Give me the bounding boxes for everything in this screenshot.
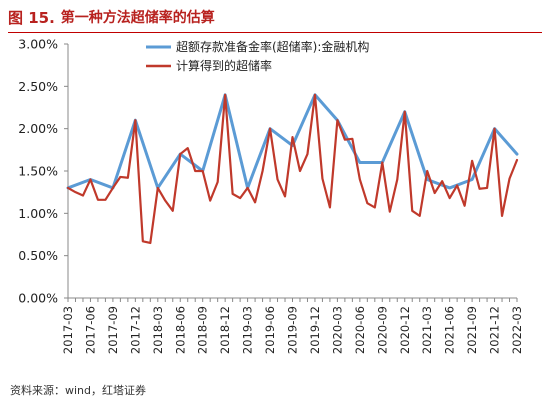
figure-title: 第一种方法超储率的估算 — [60, 10, 215, 26]
x-tick-label: 2017-09 — [106, 306, 120, 354]
figure-label: 图 15. — [8, 8, 55, 27]
x-tick-label: 2018-06 — [173, 306, 187, 354]
x-tick-label: 2019-12 — [308, 306, 322, 354]
y-tick-label: 2.00% — [18, 121, 58, 136]
series-layer — [66, 93, 519, 245]
x-tick-label: 2020-12 — [398, 306, 412, 354]
x-tick-label: 2018-12 — [218, 306, 232, 354]
x-tick-label: 2019-03 — [241, 306, 255, 354]
legend-label-actual: 超额存款准备金率(超储率):金融机构 — [176, 39, 369, 54]
series-line-calculated — [66, 93, 519, 245]
x-tick-label: 2022-03 — [510, 306, 524, 354]
figure-header: 图 15. 第一种方法超储率的估算 — [8, 2, 542, 32]
x-tick-label: 2021-03 — [420, 306, 434, 354]
y-tick-label: 1.50% — [18, 164, 58, 179]
x-tick-label: 2020-09 — [375, 306, 389, 354]
x-tick-label: 2018-03 — [151, 306, 165, 354]
x-tick-label: 2021-06 — [443, 306, 457, 354]
axes: 0.00% 0.50% 1.00% 1.50% 2.00% 2.50% 3.00% 2017-… — [18, 37, 524, 355]
x-tick-label: 2021-12 — [488, 306, 502, 354]
header-divider — [8, 32, 542, 33]
legend: 超额存款准备金率(超储率):金融机构 计算得到的超储率 — [146, 39, 369, 73]
x-tick-label: 2020-06 — [353, 306, 367, 354]
y-tick-label: 1.00% — [18, 206, 58, 221]
x-tick-label: 2017-12 — [128, 306, 142, 354]
x-tick-label: 2019-09 — [286, 306, 300, 354]
x-tick-label: 2021-09 — [465, 306, 479, 354]
x-tick-label: 2018-09 — [196, 306, 210, 354]
source-note: 资料来源：wind，红塔证券 — [10, 384, 147, 397]
x-tick-label: 2020-03 — [330, 306, 344, 354]
x-tick-label: 2017-03 — [61, 306, 75, 354]
x-tick-label: 2019-06 — [263, 306, 277, 354]
y-tick-label: 0.00% — [18, 291, 58, 306]
y-tick-label: 3.00% — [18, 37, 58, 52]
x-tick-label: 2017-06 — [83, 306, 97, 354]
legend-label-calculated: 计算得到的超储率 — [176, 58, 272, 73]
y-tick-label: 0.50% — [18, 248, 58, 263]
y-tick-label: 2.50% — [18, 79, 58, 94]
